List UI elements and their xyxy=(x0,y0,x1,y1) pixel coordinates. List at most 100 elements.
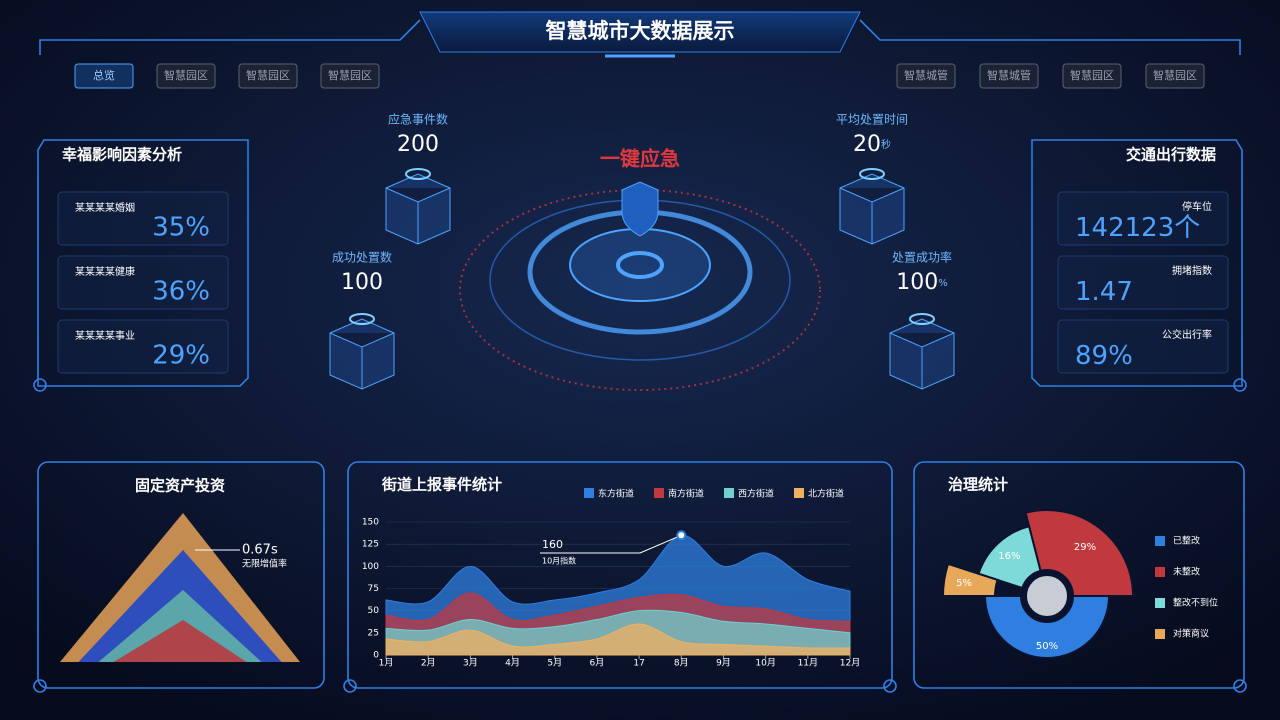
x-tick-label: 17 xyxy=(633,659,644,669)
legend-label: 已整改 xyxy=(1173,535,1200,547)
pie-slice xyxy=(983,595,1111,659)
metric-number: 20 xyxy=(853,132,881,157)
y-tick-label: 100 xyxy=(362,562,379,572)
stat-box xyxy=(1057,191,1229,246)
stat-box xyxy=(1057,255,1229,310)
legend-label: 未整改 xyxy=(1173,566,1200,578)
legend-swatch xyxy=(1155,629,1165,639)
header-frame xyxy=(39,11,1241,58)
x-tick-label: 1月 xyxy=(379,658,394,669)
pyramid-layer xyxy=(113,620,247,662)
metric-cube xyxy=(889,318,955,390)
stat-value: 1.47 xyxy=(1075,277,1133,307)
legend-label: 对策商议 xyxy=(1173,628,1209,640)
legend-swatch xyxy=(584,488,594,498)
nav-label[interactable]: 智慧园区 xyxy=(246,68,290,82)
metric-label: 平均处置时间 xyxy=(836,113,908,127)
annotation-marker xyxy=(676,530,687,541)
x-tick-label: 4月 xyxy=(505,658,520,669)
stat-unit: 个 xyxy=(1174,213,1200,243)
panel-title: 固定资产投资 xyxy=(135,477,225,495)
nav-button[interactable] xyxy=(979,63,1039,89)
nav-button[interactable] xyxy=(896,63,956,89)
x-tick-label: 6月 xyxy=(590,658,605,669)
data-label: 16% xyxy=(998,551,1020,562)
nav-button[interactable] xyxy=(320,63,380,89)
pie-slice xyxy=(1024,509,1135,597)
nav-button[interactable] xyxy=(1062,63,1122,89)
nav-label[interactable]: 智慧园区 xyxy=(164,68,208,82)
stat-label: 公交出行率 xyxy=(1162,328,1212,341)
y-tick-label: 150 xyxy=(362,518,379,528)
area-series xyxy=(385,623,851,656)
stat-label: 拥堵指数 xyxy=(1172,264,1212,277)
y-tick-label: 0 xyxy=(373,651,379,661)
nav-button[interactable] xyxy=(74,63,134,89)
annotation-value: 0.67s xyxy=(242,543,278,558)
nav-label[interactable]: 智慧园区 xyxy=(328,68,372,82)
metric-value: 20秒 xyxy=(853,132,891,157)
metric-label: 应急事件数 xyxy=(388,112,448,127)
nav-label[interactable]: 智慧园区 xyxy=(1153,68,1197,82)
nav-button[interactable] xyxy=(156,63,216,89)
metric-beacon xyxy=(909,313,935,325)
emergency-button[interactable]: 一键应急 xyxy=(600,147,680,171)
chart-title: 治理统计 xyxy=(948,476,1008,494)
legend-swatch xyxy=(654,488,664,498)
metric-cube xyxy=(385,173,451,245)
stat-label: 某某某某健康 xyxy=(75,265,135,278)
annotation-line xyxy=(540,534,682,554)
nav-label[interactable]: 智慧城管 xyxy=(987,68,1031,82)
x-tick-label: 9月 xyxy=(716,658,731,669)
metric-beacon xyxy=(405,168,431,180)
nav-label[interactable]: 总览 xyxy=(93,68,115,82)
metric-label: 成功处置数 xyxy=(332,250,392,265)
legend-label: 整改不到位 xyxy=(1173,597,1218,609)
y-tick-label: 25 xyxy=(368,628,379,638)
stat-value: 142123个 xyxy=(1075,213,1200,243)
nav-label[interactable]: 智慧城管 xyxy=(904,68,948,82)
legend-swatch xyxy=(1155,536,1165,546)
x-tick-label: 2月 xyxy=(421,658,436,669)
legend-swatch xyxy=(1155,598,1165,608)
nav-label[interactable]: 智慧园区 xyxy=(1070,68,1114,82)
stat-number: 89% xyxy=(1075,341,1133,371)
annotation-value: 160 xyxy=(542,538,563,551)
stat-number: 1.47 xyxy=(1075,277,1133,307)
stat-box xyxy=(57,255,229,310)
stat-value: 29% xyxy=(152,341,210,371)
stat-value: 89% xyxy=(1075,341,1133,371)
metric-number: 100 xyxy=(896,270,938,295)
stat-box xyxy=(57,319,229,374)
legend-label: 北方街道 xyxy=(808,488,844,500)
y-tick-label: 125 xyxy=(362,540,379,550)
legend-swatch xyxy=(794,488,804,498)
metric-beacon xyxy=(349,313,375,325)
stat-label: 停车位 xyxy=(1182,200,1212,213)
stat-value: 35% xyxy=(152,213,210,243)
x-tick-label: 8月 xyxy=(674,658,689,669)
pie-hub xyxy=(1023,572,1071,620)
legend-label: 东方街道 xyxy=(598,488,634,500)
x-tick-label: 5月 xyxy=(547,658,562,669)
metric-value: 100% xyxy=(896,270,948,295)
legend-label: 南方街道 xyxy=(668,488,704,500)
legend-label: 西方街道 xyxy=(738,488,774,500)
pie-slice xyxy=(941,562,999,597)
nav-button[interactable] xyxy=(1145,63,1205,89)
data-label: 5% xyxy=(956,578,972,589)
metric-value: 100 xyxy=(341,270,383,295)
stat-label: 某某某某事业 xyxy=(75,329,135,342)
panel-title: 幸福影响因素分析 xyxy=(62,146,182,164)
metric-number: 100 xyxy=(341,270,383,295)
nav-button[interactable] xyxy=(238,63,298,89)
metric-label: 处置成功率 xyxy=(892,250,952,265)
x-tick-label: 3月 xyxy=(463,658,478,669)
annotation-label: 10月指数 xyxy=(542,556,576,566)
x-tick-label: 10月 xyxy=(755,658,775,669)
panel-title: 交通出行数据 xyxy=(1126,146,1216,164)
chart-title: 街道上报事件统计 xyxy=(381,476,502,494)
metric-value: 200 xyxy=(397,132,439,157)
legend-swatch xyxy=(1155,567,1165,577)
stat-number: 142123 xyxy=(1075,213,1174,243)
